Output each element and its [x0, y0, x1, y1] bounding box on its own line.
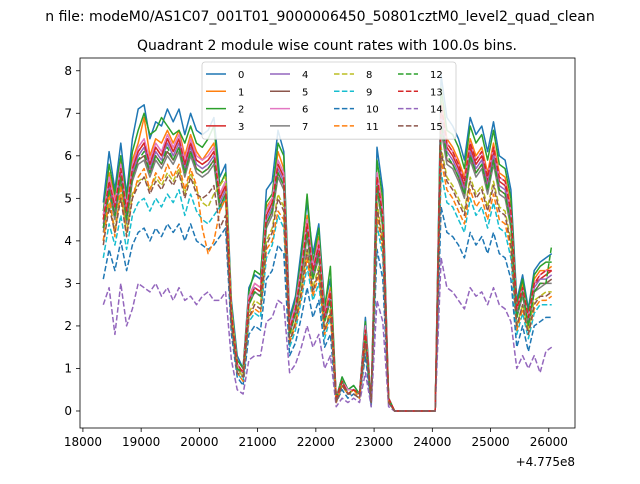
series-line-12	[102, 121, 553, 412]
series-line-11	[102, 159, 553, 412]
legend-label-8: 8	[366, 70, 372, 81]
legend-label-5: 5	[302, 87, 308, 98]
legend-label-4: 4	[302, 70, 308, 81]
y-axis: 0 1 2 3 4 5 6 7 8	[64, 64, 80, 418]
legend-label-14: 14	[430, 105, 443, 116]
figure-suptitle: n file: modeM0/AS1C07_001T01_9000006450_…	[45, 9, 594, 25]
y-tick-label: 7	[64, 106, 72, 120]
y-tick-label: 5	[64, 191, 72, 205]
y-tick-label: 4	[64, 234, 72, 248]
series-line-15	[102, 150, 553, 412]
x-tick-label: 26000	[530, 435, 568, 449]
series-line-13	[102, 104, 552, 412]
legend-label-9: 9	[366, 87, 372, 98]
series-line-8	[102, 146, 552, 412]
x-tick-label: 21000	[239, 435, 277, 449]
legend-label-0: 0	[238, 70, 244, 81]
x-tick-label: 19000	[122, 435, 160, 449]
legend-label-2: 2	[238, 105, 244, 116]
legend-label-1: 1	[238, 87, 244, 98]
x-axis-offset-label: +4.775e8	[516, 455, 575, 469]
x-tick-label: 20000	[180, 435, 218, 449]
y-tick-label: 8	[64, 64, 72, 78]
series-layer	[102, 74, 553, 412]
x-tick-label: 25000	[471, 435, 509, 449]
chart-title: Quadrant 2 module wise count rates with …	[137, 38, 517, 54]
x-tick-label: 18000	[64, 435, 102, 449]
y-tick-label: 3	[64, 276, 72, 290]
series-line-2	[102, 87, 552, 412]
legend-label-7: 7	[302, 122, 308, 133]
x-axis: 18000 19000 20000 21000 22000 23000 24000 25000…	[64, 428, 568, 449]
series-line-14	[102, 257, 553, 412]
legend-label-10: 10	[366, 105, 379, 116]
y-tick-label: 1	[64, 361, 72, 375]
legend-label-12: 12	[430, 70, 443, 81]
legend-box	[201, 61, 457, 140]
x-tick-label: 23000	[355, 435, 393, 449]
series-line-4	[102, 116, 553, 412]
legend-label-6: 6	[302, 105, 308, 116]
legend-label-13: 13	[430, 87, 443, 98]
x-tick-label: 22000	[297, 435, 335, 449]
legend-label-11: 11	[366, 122, 379, 133]
legend-label-15: 15	[430, 122, 443, 133]
axes-frame	[79, 57, 576, 429]
y-tick-label: 0	[64, 404, 72, 418]
series-line-9	[102, 172, 552, 412]
legend-label-3: 3	[238, 122, 244, 133]
x-tick-label: 24000	[413, 435, 451, 449]
y-tick-label: 2	[64, 319, 72, 333]
series-line-10	[102, 206, 552, 412]
y-tick-label: 6	[64, 149, 72, 163]
